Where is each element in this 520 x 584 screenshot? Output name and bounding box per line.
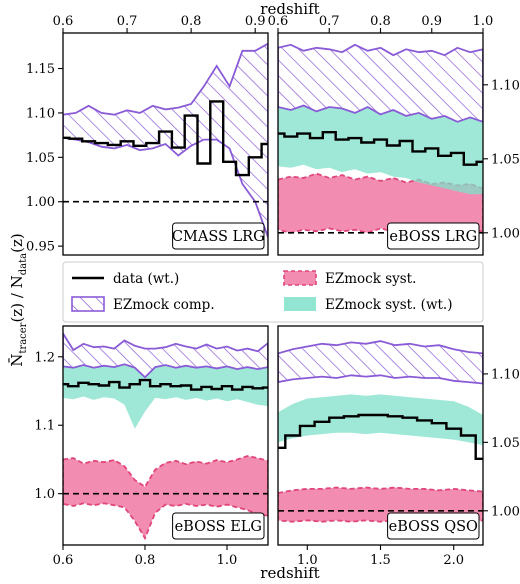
xtick-label: 0.8 [370, 14, 391, 29]
ylabel-sub2: data [18, 253, 29, 275]
ytick-label: 1.05 [26, 151, 55, 166]
legend-label-data: data (wt.) [113, 271, 179, 287]
ytick-label: 1.1 [34, 419, 55, 434]
panel-eboss-elg: 1.0 1.1 1.2 0.6 0.8 1.0 eBOSS ELG [34, 325, 269, 568]
ytick-label: 1.00 [491, 504, 520, 519]
ylabel: N̄tracer(z) / Ndata(z) [8, 233, 29, 366]
systwt-band [278, 394, 483, 446]
data-line [63, 378, 268, 391]
panel-label: CMASS LRG [172, 229, 265, 245]
xtick-label: 1.0 [297, 553, 318, 568]
systwt-band [278, 105, 483, 195]
legend-swatch-comp [71, 296, 105, 312]
ytick-label: 0.95 [26, 240, 55, 255]
comp-band [63, 42, 268, 238]
legend-swatch-syst [283, 270, 317, 286]
plot-area [63, 331, 268, 541]
data-line [278, 413, 483, 460]
ytick-label: 1.10 [491, 78, 520, 93]
comp-band [63, 331, 268, 379]
bottom-xlabel: redshift [260, 564, 319, 582]
legend-label-systwt: EZmock syst. (wt.) [325, 297, 453, 313]
xtick-label: 0.8 [135, 553, 156, 568]
comp-band [278, 340, 483, 385]
ytick-label: 1.0 [34, 487, 55, 502]
ytick-label: 1.00 [26, 195, 55, 210]
xtick-label: 1.0 [217, 553, 238, 568]
ytick-label: 1.10 [491, 367, 520, 382]
xtick-label: 0.7 [319, 14, 340, 29]
xtick-label: 0.8 [181, 14, 202, 29]
xtick-label: 0.6 [268, 14, 289, 29]
svg-text:N̄tracer(z) / Ndata(z): N̄tracer(z) / Ndata(z) [8, 233, 29, 366]
syst-band [278, 172, 483, 234]
xtick-label: 0.7 [117, 14, 138, 29]
ytick-label: 1.10 [26, 106, 55, 121]
legend-label-comp: EZmock comp. [113, 297, 215, 313]
top-xlabel: redshift [260, 0, 319, 18]
panel-label-box [172, 512, 265, 540]
panel-frame [62, 32, 269, 256]
ytick-label: 1.05 [491, 436, 520, 451]
ytick-label: 1.15 [26, 62, 55, 77]
systwt-band [63, 364, 268, 429]
panel-label: eBOSS LRG [389, 229, 477, 245]
panel-label: eBOSS ELG [175, 519, 262, 535]
data-line [278, 131, 483, 166]
xtick-label: 2.0 [443, 553, 464, 568]
legend-swatch-systwt [284, 297, 316, 311]
xtick-label: 0.9 [421, 14, 442, 29]
legend: data (wt.) EZmock comp. EZmock syst. EZm… [62, 261, 484, 323]
ytick-label: 1.2 [34, 350, 55, 365]
panel-label: eBOSS QSO [389, 519, 478, 535]
plot-area [278, 43, 483, 234]
panel-eboss-qso: 1.00 1.05 1.10 1.0 1.5 2.0 eBOSS QSO [277, 325, 520, 568]
panel-frame [62, 325, 269, 546]
panel-label-box [172, 222, 265, 250]
xtick-label: 0.6 [53, 553, 74, 568]
xtick-label: 1.0 [473, 14, 494, 29]
ylabel-mid: (z) / N [8, 275, 26, 322]
legend-label-syst: EZmock syst. [325, 271, 416, 287]
ylabel-main: N̄ [8, 354, 26, 367]
comp-band [278, 43, 483, 123]
xtick-label: 0.9 [245, 14, 266, 29]
plot-area [278, 340, 483, 523]
panel-cmass-lrg: 0.95 1.00 1.05 1.10 1.15 0.6 0.7 0.8 0.9 CMASS LR… [26, 14, 269, 256]
legend-frame [62, 261, 484, 323]
ylabel-end: (z) [8, 233, 26, 253]
ytick-label: 1.05 [491, 152, 520, 167]
ytick-label: 1.00 [491, 226, 520, 241]
xtick-label: 1.5 [370, 553, 391, 568]
ylabel-sub: tracer [18, 322, 29, 353]
panel-label-box [387, 512, 480, 540]
panel-label-box [387, 222, 480, 250]
panel-eboss-lrg: 1.00 1.05 1.10 0.6 0.7 0.8 0.9 1.0 eBOSS LRG [268, 14, 520, 256]
xtick-label: 0.6 [53, 14, 74, 29]
data-line [63, 100, 268, 177]
plot-area [63, 42, 268, 238]
syst-band [63, 455, 268, 541]
